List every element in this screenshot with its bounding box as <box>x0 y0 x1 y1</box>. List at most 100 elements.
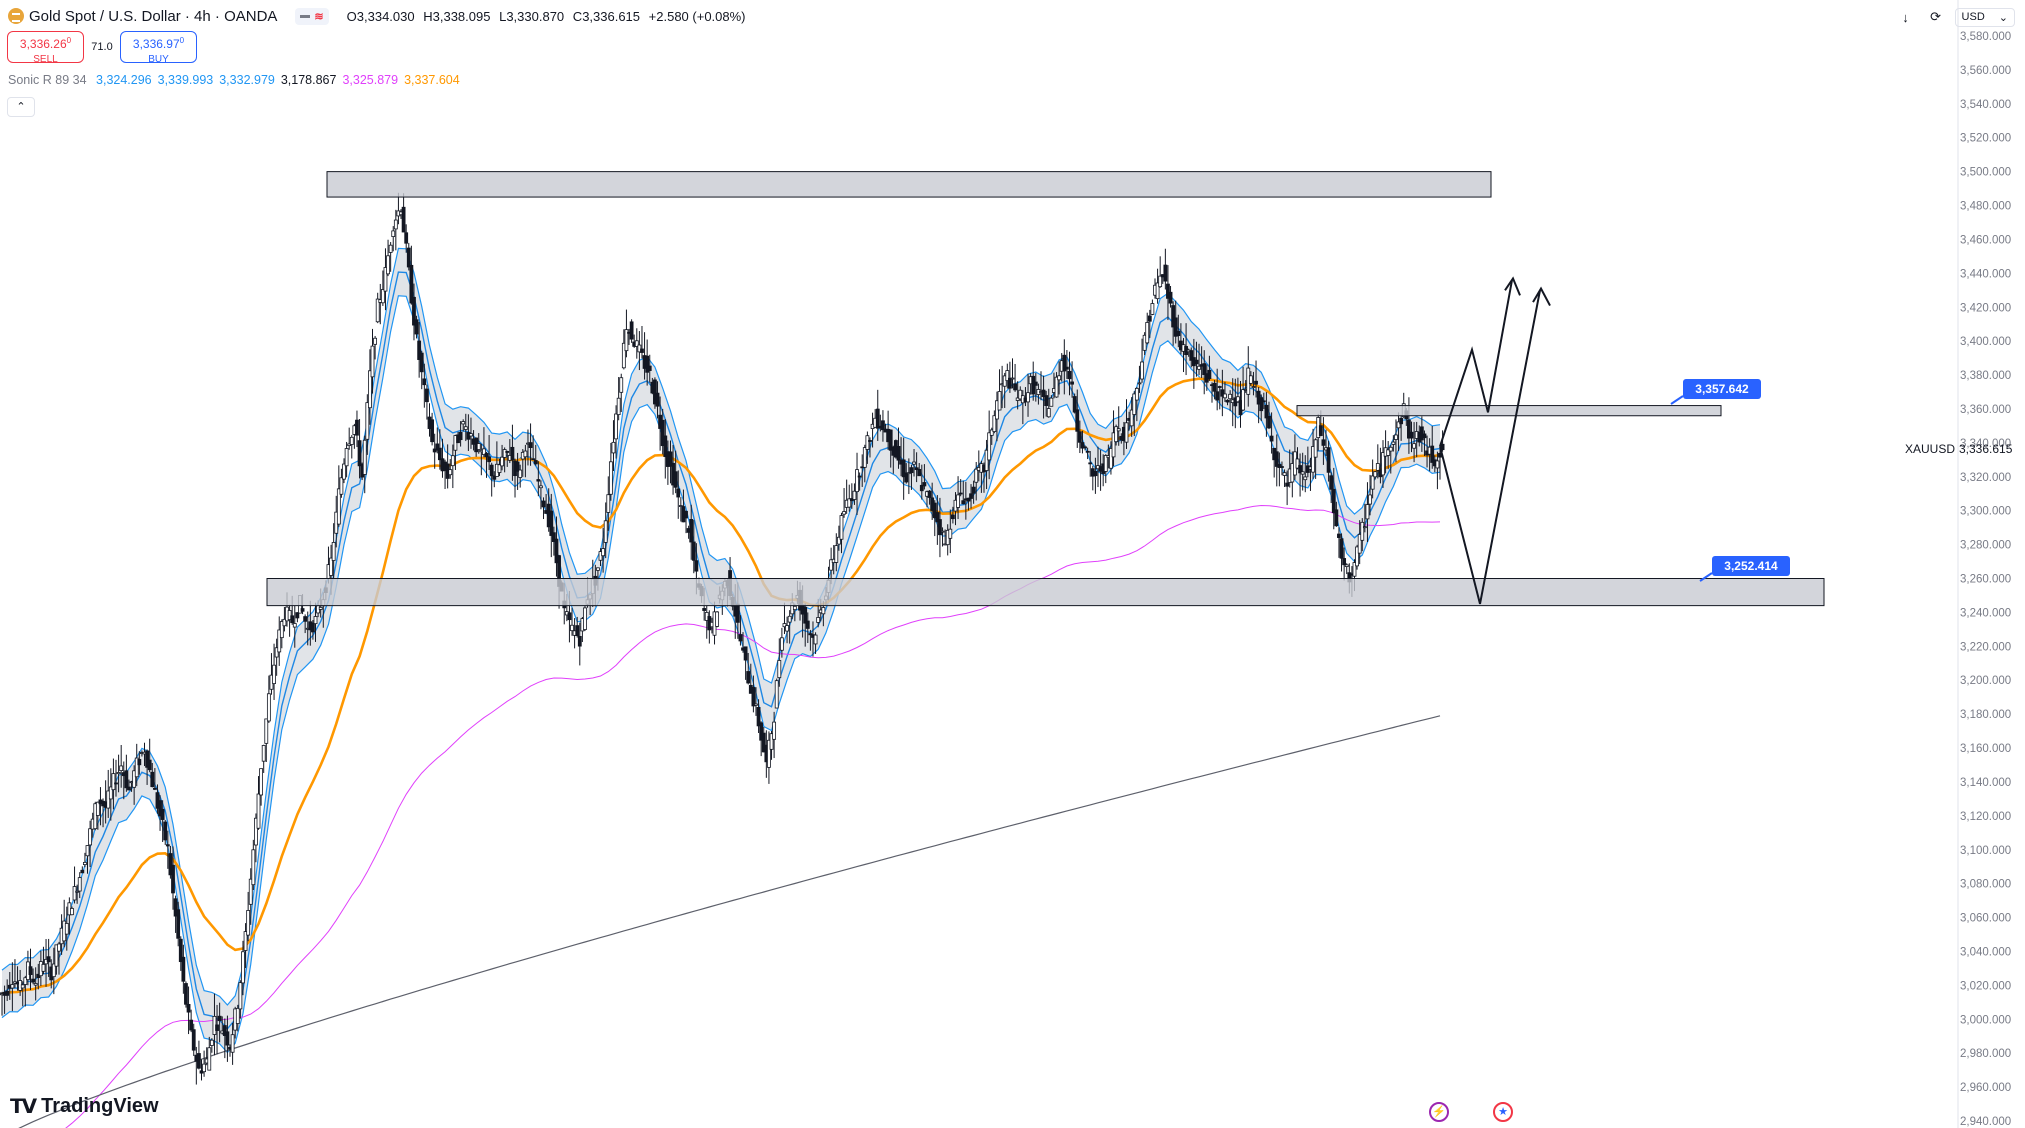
candle-body <box>855 469 859 493</box>
projection-up-path <box>1439 279 1513 447</box>
price-tick-label: 3,160.000 <box>1960 743 2011 755</box>
candle-body <box>1388 446 1393 452</box>
candle-body <box>1041 389 1046 398</box>
currency-select[interactable]: USD ⌄ <box>1954 7 2015 27</box>
candle-body <box>482 448 486 455</box>
candle-body <box>160 808 165 820</box>
candle-body <box>1407 419 1411 439</box>
candle-body <box>829 559 834 571</box>
candle-body <box>756 707 761 727</box>
candle-body <box>1267 415 1271 429</box>
candle-body <box>655 392 660 407</box>
price-tick-label: 3,420.000 <box>1960 302 2011 314</box>
price-tick-label: 3,400.000 <box>1960 336 2011 348</box>
price-tick-label: 3,140.000 <box>1960 777 2011 789</box>
candle-body <box>147 759 152 771</box>
candle-body <box>251 849 256 886</box>
candle-body <box>266 693 271 722</box>
candle-body <box>868 440 872 442</box>
candle-body <box>1303 476 1308 481</box>
price-tick-label: 3,340.000 <box>1960 438 2011 450</box>
lightning-icon[interactable]: ⚡ <box>1429 1102 1449 1122</box>
candle-body <box>409 264 414 304</box>
visibility-toggle[interactable]: ≋ <box>295 7 329 25</box>
candle-body <box>912 461 916 465</box>
candle-body <box>295 612 300 619</box>
us-flag-icon[interactable]: ★ <box>1493 1102 1513 1122</box>
price-tick-label: 3,000.000 <box>1960 1014 2011 1026</box>
currency-label: USD <box>1961 10 1985 23</box>
candle-body <box>145 750 149 768</box>
candle-body <box>1026 392 1030 403</box>
candle-body <box>1280 466 1284 468</box>
candle-body <box>531 458 536 461</box>
candle-body <box>1018 389 1023 400</box>
sell-price: 3,336.26 <box>19 37 67 51</box>
candle-body <box>966 497 971 502</box>
candle-body <box>694 560 699 572</box>
candle-body <box>621 342 626 369</box>
candle-body <box>1394 434 1398 440</box>
candle-body <box>1207 369 1212 380</box>
candle-body <box>1129 409 1134 427</box>
candle-body <box>1176 330 1181 337</box>
indicator-value: 3,339.993 <box>157 73 214 87</box>
price-tick-label: 3,320.000 <box>1960 472 2011 484</box>
candle-body <box>601 548 606 557</box>
candle-body <box>189 1019 194 1031</box>
candle-body <box>629 321 634 340</box>
candle-body <box>1248 375 1253 384</box>
candle-body <box>948 528 953 539</box>
price-tick-label: 3,520.000 <box>1960 133 2011 145</box>
candle-body <box>1391 441 1396 445</box>
chevron-down-icon: ⌄ <box>1998 11 2008 24</box>
candle-body <box>961 500 966 505</box>
candle-body <box>1326 447 1331 473</box>
arrow-head-icon <box>1532 286 1551 307</box>
candle-body <box>412 296 416 326</box>
candle-body <box>1311 446 1315 473</box>
candle-body <box>1137 382 1142 385</box>
candle-body <box>611 441 616 454</box>
candle-body <box>1111 432 1116 458</box>
sell-button[interactable]: 3,336.260 SELL <box>7 31 84 65</box>
indicator-legend[interactable]: Sonic R 89 34 3,324.296 3,339.993 3,332.97… <box>8 73 472 87</box>
candlesticks <box>0 192 1445 1085</box>
projection-down-path <box>1439 290 1541 605</box>
upper-level-label: 3,357.642 <box>1695 382 1749 396</box>
candle-body <box>207 1047 212 1071</box>
sr-zones[interactable] <box>266 171 1825 607</box>
price-axis[interactable]: 3,580.000 3,560.000 3,540.000 3,520.000 3,50… <box>1957 0 2011 1128</box>
candle-body <box>246 910 251 936</box>
candle-body <box>1357 533 1362 554</box>
candle-body <box>391 230 396 237</box>
candle-body <box>782 623 787 628</box>
candle-body <box>1261 400 1266 403</box>
candle-body <box>1150 303 1155 315</box>
candle-body <box>922 482 927 487</box>
candle-body <box>497 464 502 473</box>
candle-body <box>111 773 116 791</box>
candle-body <box>88 828 92 846</box>
download-arrow-icon[interactable]: ↓ <box>1902 9 1909 25</box>
candle-body <box>1171 305 1176 328</box>
candle-body <box>536 479 541 482</box>
candle-body <box>938 519 942 536</box>
projection-path[interactable] <box>1439 276 1551 605</box>
refresh-icon[interactable]: ⟳ <box>1930 9 1941 24</box>
candle-body <box>676 488 681 498</box>
symbol-title[interactable]: Gold Spot / U.S. Dollar · 4h · OANDA <box>29 7 278 25</box>
level-labels[interactable]: 3,357.642 3,252.414 <box>1670 379 1790 582</box>
candle-body <box>134 757 139 778</box>
tradingview-logo[interactable]: 𝗧𝗩 TradingView <box>10 1094 159 1119</box>
last-price-label: 3,336.615 <box>1959 442 2013 456</box>
candle-body <box>842 511 846 515</box>
candle-body <box>1155 282 1160 300</box>
collapse-legend-button[interactable]: ⌃ <box>7 97 35 117</box>
candle-body <box>186 1004 191 1013</box>
candle-body <box>1412 443 1416 449</box>
buy-button[interactable]: 3,336.970 BUY <box>120 31 197 65</box>
chevron-up-icon: ⌃ <box>16 101 26 113</box>
lower-level-label-bg <box>1712 556 1790 576</box>
